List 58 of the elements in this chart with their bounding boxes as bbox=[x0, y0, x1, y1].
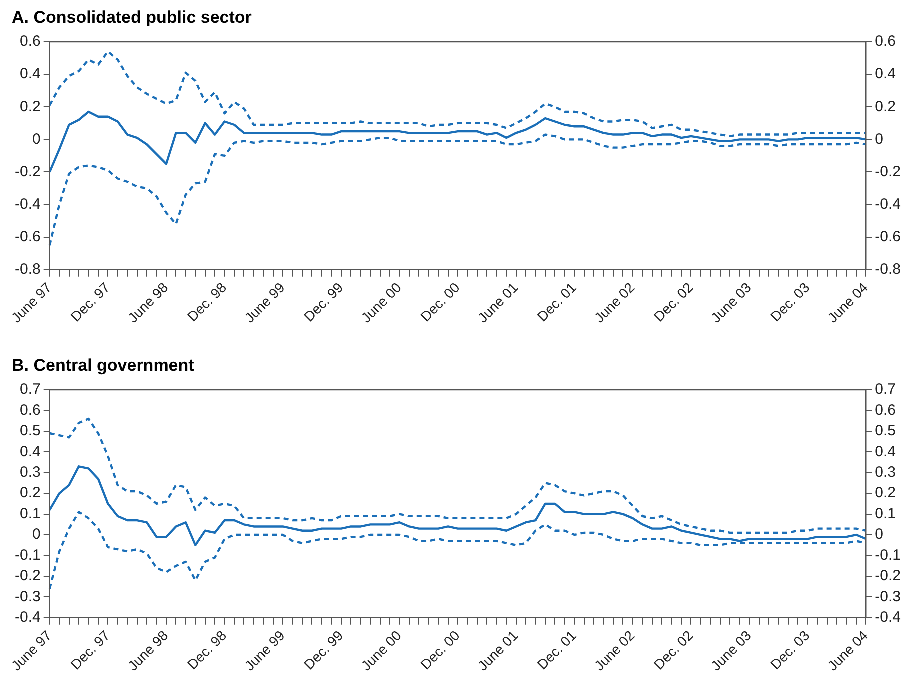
x-tick-label: Dec. 99 bbox=[300, 279, 346, 325]
x-tick-label: Dec. 03 bbox=[767, 627, 813, 673]
y2-tick-label: -0.2 bbox=[875, 163, 902, 180]
y-tick-label: 0.2 bbox=[20, 484, 41, 502]
y-tick-label: 0.7 bbox=[20, 381, 41, 398]
y-tick-label: 0.4 bbox=[20, 443, 41, 460]
x-tick-label: Dec. 97 bbox=[68, 279, 114, 325]
y2-tick-label: 0.4 bbox=[875, 443, 896, 460]
y2-tick-label: -0.3 bbox=[875, 588, 902, 606]
y-tick-label: -0.3 bbox=[14, 588, 41, 606]
y2-tick-label: 0.6 bbox=[875, 33, 896, 50]
y2-tick-label: -0.2 bbox=[875, 568, 902, 585]
y2-tick-label: 0.3 bbox=[875, 464, 896, 482]
y-tick-label: -0.4 bbox=[14, 196, 41, 213]
chart-title: A. Consolidated public sector bbox=[11, 8, 253, 29]
y-tick-label: 0.2 bbox=[20, 98, 41, 116]
y2-tick-label: -0.1 bbox=[875, 546, 902, 564]
x-tick-label: Dec. 99 bbox=[300, 627, 346, 673]
y-tick-label: 0.6 bbox=[20, 33, 41, 50]
y-tick-label: -0.2 bbox=[14, 568, 41, 585]
x-tick-label: Dec. 02 bbox=[650, 279, 696, 325]
y2-tick-label: 0 bbox=[875, 526, 884, 544]
y2-tick-label: 0.7 bbox=[875, 381, 896, 398]
y-tick-label: 0.4 bbox=[20, 66, 41, 83]
y2-tick-label: -0.4 bbox=[875, 609, 902, 626]
y2-tick-label: 0.2 bbox=[875, 98, 896, 116]
y-tick-label: -0.8 bbox=[14, 261, 41, 278]
y-tick-label: 0 bbox=[32, 130, 41, 148]
y2-tick-label: 0.1 bbox=[875, 505, 896, 522]
y2-tick-label: 0.2 bbox=[875, 484, 896, 502]
chart-title: B. Central government bbox=[11, 356, 196, 377]
y2-tick-label: 0.4 bbox=[875, 66, 896, 83]
y-tick-label: 0.1 bbox=[20, 505, 41, 522]
y2-tick-label: 0.6 bbox=[875, 402, 896, 419]
y-tick-label: 0 bbox=[32, 526, 41, 544]
y2-tick-label: -0.6 bbox=[875, 228, 902, 246]
x-tick-label: Dec. 98 bbox=[184, 627, 230, 673]
line-series bbox=[48, 50, 868, 138]
y-tick-label: 0.6 bbox=[20, 402, 41, 419]
x-tick-label: Dec. 01 bbox=[534, 279, 580, 325]
y-tick-label: -0.2 bbox=[14, 163, 41, 180]
y-tick-label: -0.6 bbox=[14, 228, 41, 246]
y-tick-label: -0.1 bbox=[14, 546, 41, 564]
x-tick-label: Dec. 00 bbox=[417, 279, 463, 325]
y2-tick-label: -0.8 bbox=[875, 261, 902, 278]
y-tick-label: 0.5 bbox=[20, 422, 41, 440]
x-tick-label: Dec. 03 bbox=[767, 279, 813, 325]
x-tick-label: Dec. 02 bbox=[650, 627, 696, 673]
y2-tick-label: -0.4 bbox=[875, 196, 902, 213]
line-series bbox=[48, 418, 868, 534]
x-tick-label: Dec. 01 bbox=[534, 627, 580, 673]
x-tick-label: Dec. 00 bbox=[417, 627, 463, 673]
y-tick-label: 0.3 bbox=[20, 464, 41, 482]
x-tick-label: Dec. 98 bbox=[184, 279, 230, 325]
y-tick-label: -0.4 bbox=[14, 609, 41, 626]
y2-tick-label: 0 bbox=[875, 130, 884, 148]
x-tick-label: Dec. 97 bbox=[68, 627, 114, 673]
y2-tick-label: 0.5 bbox=[875, 422, 896, 440]
